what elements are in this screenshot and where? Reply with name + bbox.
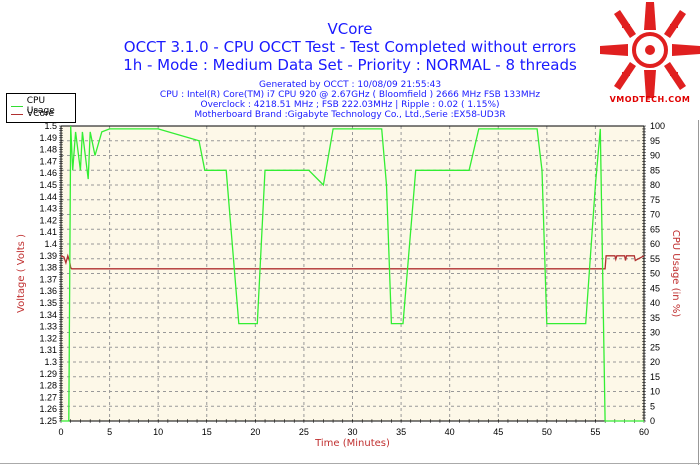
y-tick-label: 1.35 <box>39 298 57 308</box>
x-tick-label: 55 <box>590 427 600 437</box>
x-tick-label: 10 <box>153 427 163 437</box>
y-tick-label: 1.43 <box>39 204 57 214</box>
y2-tick-label: 50 <box>650 269 660 279</box>
x-tick-label: 15 <box>202 427 212 437</box>
y-tick-label: 1.5 <box>44 121 57 131</box>
y-tick-label: 1.36 <box>39 286 57 296</box>
y-tick-label: 1.33 <box>39 322 57 332</box>
y2-tick-label: 60 <box>650 239 660 249</box>
y2-tick-label: 85 <box>650 165 660 175</box>
chart-subtitle-test: OCCT 3.1.0 - CPU OCCT Test - Test Comple… <box>123 38 577 56</box>
x-tick-label: 60 <box>639 427 649 437</box>
x-axis-title: Time (Minutes) <box>314 438 390 449</box>
y-tick-label: 1.44 <box>39 192 57 202</box>
y-tick-label: 1.34 <box>39 310 57 320</box>
y-tick-label: 1.28 <box>39 381 57 391</box>
y2-axis-title: CPU Usage (in %) <box>670 230 681 318</box>
y2-tick-label: 55 <box>650 254 660 264</box>
legend-swatch-cpu-usage <box>11 105 23 107</box>
vmodtech-logo-icon <box>600 2 700 98</box>
y-tick-label: 1.48 <box>39 145 57 155</box>
y-tick-label: 1.47 <box>39 156 57 166</box>
y2-tick-label: 45 <box>650 283 660 293</box>
y2-tick-label: 0 <box>650 416 655 426</box>
y-tick-label: 1.4 <box>44 239 57 249</box>
y2-tick-label: 5 <box>650 401 655 411</box>
y-tick-label: 1.45 <box>39 180 57 190</box>
bottom-divider <box>0 463 700 464</box>
y2-tick-label: 100 <box>650 121 665 131</box>
chart-subtitle-mode: 1h - Mode : Medium Data Set - Priority :… <box>123 56 577 74</box>
y-tick-label: 1.3 <box>44 357 57 367</box>
y2-tick-label: 30 <box>650 328 660 338</box>
y-tick-label: 1.29 <box>39 369 57 379</box>
chart-legend: CPU Usage VCore <box>6 93 76 123</box>
x-tick-label: 35 <box>396 427 406 437</box>
logo-text: VMODTECH.COM <box>609 95 691 104</box>
x-tick-label: 20 <box>250 427 260 437</box>
y2-tick-label: 75 <box>650 195 660 205</box>
y-tick-label: 1.25 <box>39 416 57 426</box>
y2-tick-label: 25 <box>650 342 660 352</box>
y-tick-label: 1.39 <box>39 251 57 261</box>
y2-tick-label: 65 <box>650 224 660 234</box>
legend-swatch-vcore <box>11 113 23 115</box>
y2-tick-label: 95 <box>650 136 660 146</box>
y-tick-label: 1.49 <box>39 133 57 143</box>
y2-tick-label: 40 <box>650 298 660 308</box>
y-tick-label: 1.31 <box>39 345 57 355</box>
y-tick-label: 1.27 <box>39 392 57 402</box>
chart-title: VCore <box>327 20 373 38</box>
y2-tick-label: 70 <box>650 210 660 220</box>
y-axis-title: Voltage ( Volts ) <box>16 234 27 313</box>
y-tick-label: 1.41 <box>39 227 57 237</box>
y2-tick-label: 20 <box>650 357 660 367</box>
x-tick-label: 50 <box>542 427 552 437</box>
x-tick-label: 45 <box>493 427 503 437</box>
legend-item-cpu-usage: CPU Usage <box>11 96 75 116</box>
y2-tick-label: 10 <box>650 387 660 397</box>
y2-tick-label: 15 <box>650 372 660 382</box>
legend-label-cpu-usage: CPU Usage <box>26 96 55 116</box>
y-tick-label: 1.46 <box>39 168 57 178</box>
motherboard-info: Motherboard Brand :Gigabyte Technology C… <box>194 110 506 120</box>
x-tick-label: 25 <box>299 427 309 437</box>
y-tick-label: 1.37 <box>39 274 57 284</box>
y2-tick-label: 35 <box>650 313 660 323</box>
y-tick-label: 1.26 <box>39 404 57 414</box>
legend-item-vcore: VCore <box>11 109 54 119</box>
x-tick-label: 5 <box>107 427 112 437</box>
x-tick-label: 0 <box>58 427 63 437</box>
y2-tick-label: 90 <box>650 151 660 161</box>
vcore-series-line <box>60 253 645 270</box>
y2-tick-label: 80 <box>650 180 660 190</box>
x-tick-label: 30 <box>347 427 357 437</box>
y-tick-label: 1.42 <box>39 215 57 225</box>
cpu-usage-series-line <box>61 125 644 422</box>
y-tick-label: 1.38 <box>39 263 57 273</box>
x-tick-label: 40 <box>445 427 455 437</box>
cpu-info: CPU : Intel(R) Core(TM) i7 CPU 920 @ 2.6… <box>159 90 541 100</box>
right-divider <box>698 120 699 465</box>
generated-info: Generated by OCCT : 10/08/09 21:55:43 <box>258 80 442 90</box>
legend-label-vcore: VCore <box>27 109 54 119</box>
overclock-info: Overclock : 4218.51 MHz ; FSB 222.03MHz … <box>200 100 500 110</box>
y-tick-label: 1.32 <box>39 333 57 343</box>
